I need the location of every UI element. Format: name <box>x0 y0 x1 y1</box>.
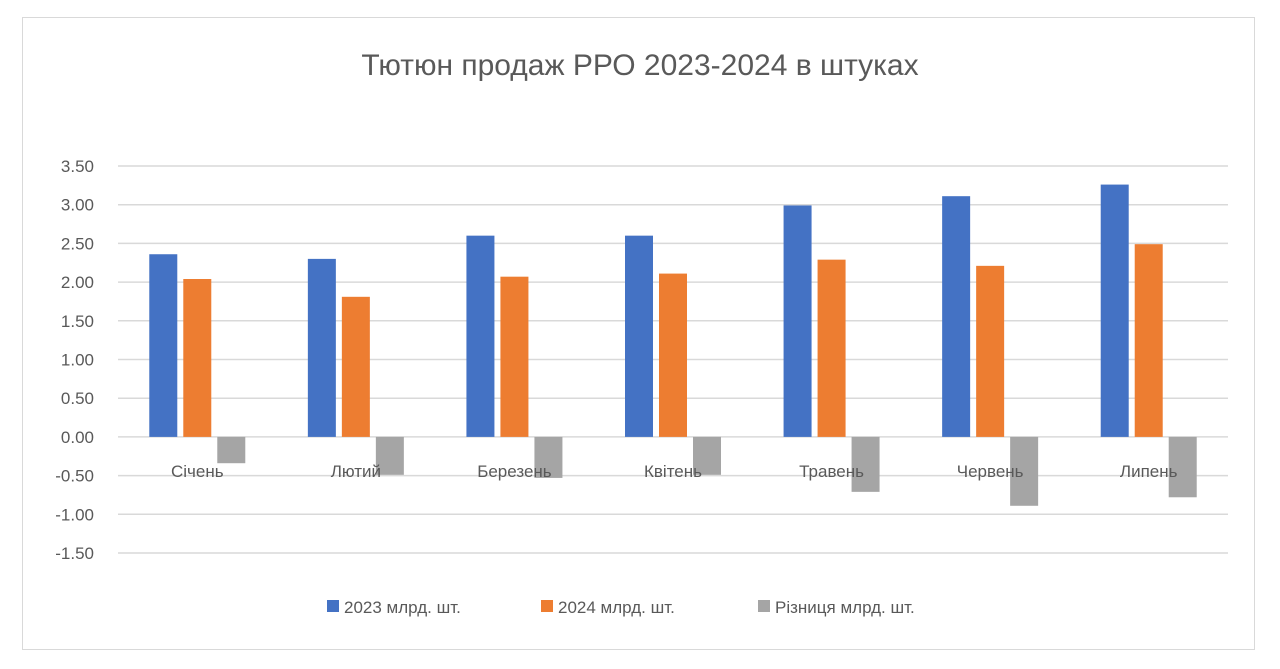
x-tick-label: Січень <box>171 462 224 481</box>
y-tick-label: 3.00 <box>61 196 94 215</box>
y-tick-label: 3.50 <box>61 157 94 176</box>
y-tick-label: 2.50 <box>61 234 94 253</box>
bar-2 <box>183 279 212 437</box>
bar-1 <box>1100 184 1129 437</box>
bar-2 <box>1134 244 1163 437</box>
legend-label: 2024 млрд. шт. <box>558 598 675 617</box>
x-tick-label: Червень <box>957 462 1024 481</box>
bar-1 <box>783 205 812 437</box>
bar-1 <box>307 258 336 437</box>
x-tick-label: Липень <box>1120 462 1178 481</box>
y-tick-label: -1.00 <box>55 505 94 524</box>
bar-2 <box>341 296 370 437</box>
bar-1 <box>625 235 653 437</box>
y-tick-label: 0.00 <box>61 428 94 447</box>
y-tick-label: 0.50 <box>61 389 94 408</box>
legend-swatch <box>758 600 770 612</box>
bar-2 <box>976 265 1005 437</box>
y-tick-label: 1.50 <box>61 312 94 331</box>
bar-1 <box>942 196 971 437</box>
bar-2 <box>817 259 846 437</box>
legend-swatch <box>541 600 553 612</box>
bar-3 <box>1010 436 1039 506</box>
x-tick-label: Березень <box>477 462 552 481</box>
legend-label: Різниця млрд. шт. <box>775 598 915 617</box>
bar-3 <box>375 436 404 475</box>
y-tick-label: 1.00 <box>61 351 94 370</box>
bar-1 <box>149 254 178 437</box>
bar-3 <box>851 436 880 492</box>
bar-2 <box>500 276 529 437</box>
x-tick-label: Квітень <box>644 462 702 481</box>
bar-1 <box>466 235 495 437</box>
legend-swatch <box>327 600 339 612</box>
chart-title: Тютюн продаж РРО 2023-2024 в штуках <box>361 49 918 82</box>
bar-3 <box>534 436 563 478</box>
y-tick-label: 2.00 <box>61 273 94 292</box>
bar-3 <box>1168 436 1197 498</box>
legend-label: 2023 млрд. шт. <box>344 598 461 617</box>
chart-frame <box>22 17 1255 650</box>
y-tick-label: -0.50 <box>55 467 94 486</box>
bar-2 <box>659 273 687 437</box>
x-tick-label: Лютий <box>331 462 381 481</box>
x-tick-label: Травень <box>799 462 864 481</box>
bar-3 <box>693 436 721 475</box>
bar-3 <box>217 436 246 464</box>
y-tick-label: -1.50 <box>55 544 94 563</box>
